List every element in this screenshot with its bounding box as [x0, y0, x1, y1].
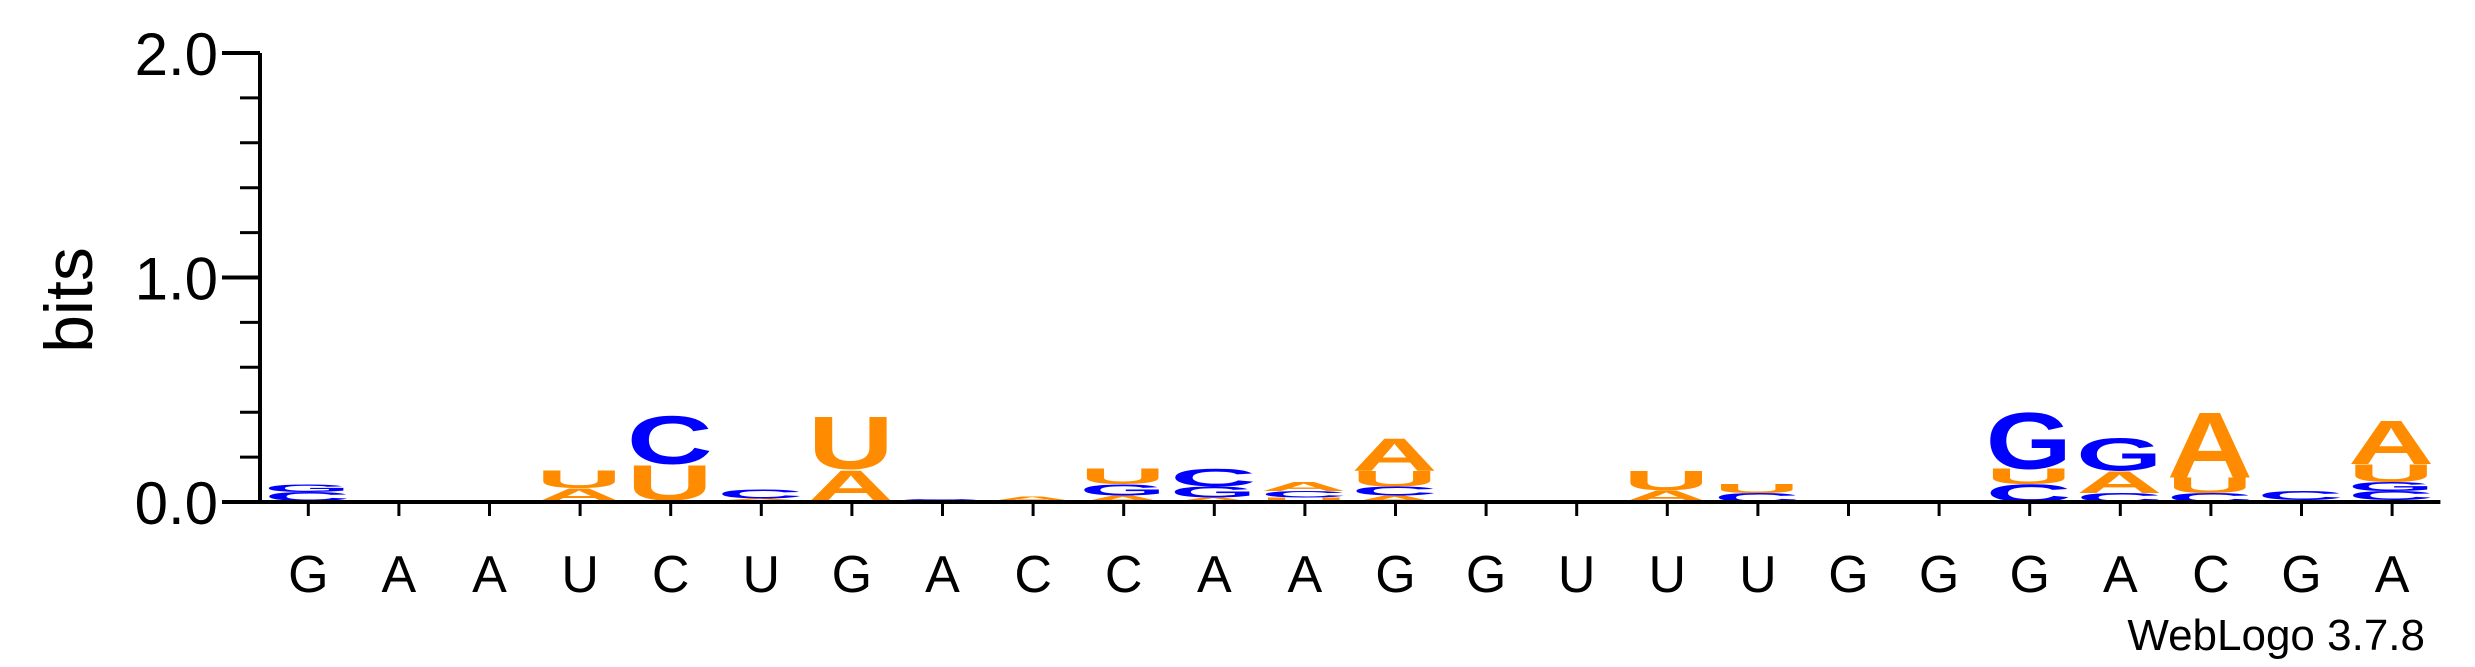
x-tick-label: U — [1558, 546, 1596, 604]
logo-letter-u: U — [1261, 496, 1347, 503]
logo-letter-a: A — [2076, 465, 2162, 500]
x-tick-label: A — [1197, 546, 1232, 604]
logo-letter-g: G — [1170, 483, 1256, 500]
logo-letter-g: G — [2348, 479, 2434, 493]
x-tick-label: U — [743, 546, 781, 604]
logo-letter-c: C — [1261, 489, 1347, 499]
y-tick-label: 2.0 — [135, 21, 218, 88]
x-tick-label: U — [1649, 546, 1687, 604]
logo-letter-a: A — [1170, 496, 1256, 503]
x-tick-label: A — [382, 546, 417, 604]
logo-letter-u: U — [536, 465, 622, 493]
logo-letter-a: A — [989, 495, 1075, 502]
x-tick-label: U — [561, 546, 599, 604]
x-tick-label: G — [288, 546, 328, 604]
x-tick-label: U — [1739, 546, 1777, 604]
y-axis: 0.0 1.0 2.0 — [135, 21, 262, 537]
logo-letter-g: G — [1080, 481, 1166, 498]
x-tick-label: C — [1014, 546, 1052, 604]
x-tick-label: A — [925, 546, 960, 604]
x-tick-label: G — [1919, 546, 1959, 604]
x-tick-label: G — [2009, 546, 2049, 604]
logo-letter-u: U — [1352, 466, 1438, 490]
logo-letter-a: A — [2348, 408, 2434, 478]
y-tick-label: 0.0 — [135, 470, 218, 537]
logo-letter-a: A — [1080, 494, 1166, 504]
logo-letter-u: U — [1986, 464, 2072, 488]
logo-letter-c: C — [627, 402, 713, 479]
y-tick-label: 1.0 — [135, 246, 218, 313]
x-tick-label: G — [1375, 546, 1415, 604]
plot-area: ACGUACAUGUCGACCAUGCAAGUAGCUCAACUACAUCUCC… — [264, 393, 2434, 510]
x-tick-label: C — [652, 546, 690, 604]
logo-letter-u: U — [2167, 473, 2253, 497]
logo-letter-c: C — [1352, 484, 1438, 498]
logo-letter-c: C — [717, 487, 803, 501]
x-tick-label: G — [1466, 546, 1506, 604]
x-tick-label: C — [1105, 546, 1143, 604]
x-tick-label: A — [2103, 546, 2138, 604]
logo-letter-g: G — [2076, 428, 2162, 480]
logo-letter-u: U — [1623, 465, 1709, 496]
logo-letter-a: A — [717, 498, 803, 501]
logo-letter-a: A — [1352, 494, 1438, 504]
x-tick-label: A — [1288, 546, 1323, 604]
x-tick-label: C — [2192, 546, 2230, 604]
logo-letter-g: G — [1986, 396, 2072, 486]
x-tick-label: G — [2281, 546, 2321, 604]
logo-letter-u: U — [1714, 482, 1800, 496]
logo-letter-u: U — [808, 402, 894, 486]
logo-letter-u: U — [2348, 459, 2434, 487]
x-tick-label: A — [472, 546, 507, 604]
x-tick-label: A — [2375, 546, 2410, 604]
x-tick-label: G — [832, 546, 872, 604]
y-axis-label: bits — [31, 247, 107, 353]
logo-letter-c: C — [1170, 464, 1256, 492]
weblogo-credit: WebLogo 3.7.8 — [2127, 611, 2425, 660]
logo-letter-a: A — [2167, 393, 2253, 498]
logo-letter-a: A — [1261, 479, 1347, 493]
logo-letter-g: G — [264, 482, 350, 494]
logo-letter-a: A — [1352, 428, 1438, 480]
logo-letter-c: C — [2348, 488, 2434, 502]
logo-letter-u: U — [1080, 464, 1166, 488]
logo-letter-c: C — [2258, 488, 2344, 502]
x-tick-label: G — [1828, 546, 1868, 604]
